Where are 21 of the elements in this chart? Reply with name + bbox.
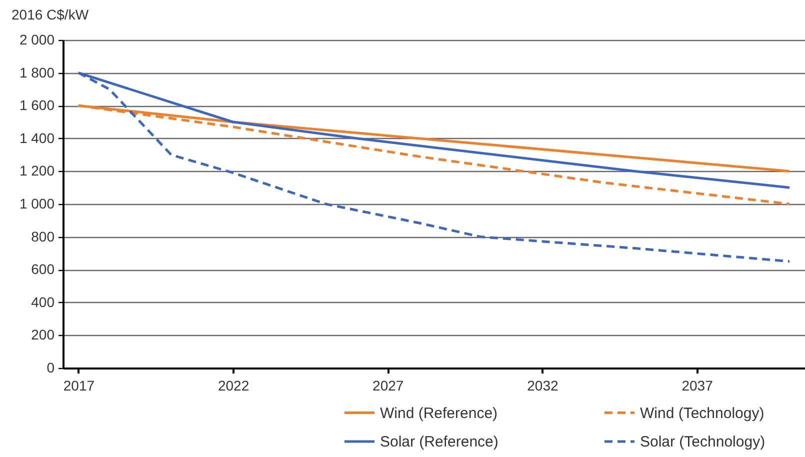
legend-label: Wind (Reference) [380,404,498,422]
legend-label: Wind (Technology) [640,404,764,422]
y-tick-label: 400 [31,294,55,310]
y-tick-label: 2 000 [19,32,55,48]
x-tick-label: 2017 [63,378,95,394]
y-tick-label: 1 200 [19,162,55,179]
y-tick-label: 1 400 [19,130,55,146]
y-tick-label: 1 600 [19,97,55,114]
x-tick-label: 2032 [527,378,558,394]
y-tick-label: 1 000 [19,196,55,212]
legend-label: Solar (Reference) [380,434,498,450]
x-tick-label: 2022 [218,378,250,394]
x-tick-label: 2037 [682,378,714,394]
legend-label: Solar (Technology) [640,434,766,450]
y-axis-title: 2016 C$/kW [12,6,90,22]
y-tick-label: 200 [31,326,55,343]
y-tick-label: 1 800 [19,64,55,80]
x-tick-label: 2027 [372,378,404,394]
y-tick-label: 800 [31,228,55,244]
y-tick-label: 600 [31,261,55,278]
y-tick-label: 0 [46,360,55,376]
